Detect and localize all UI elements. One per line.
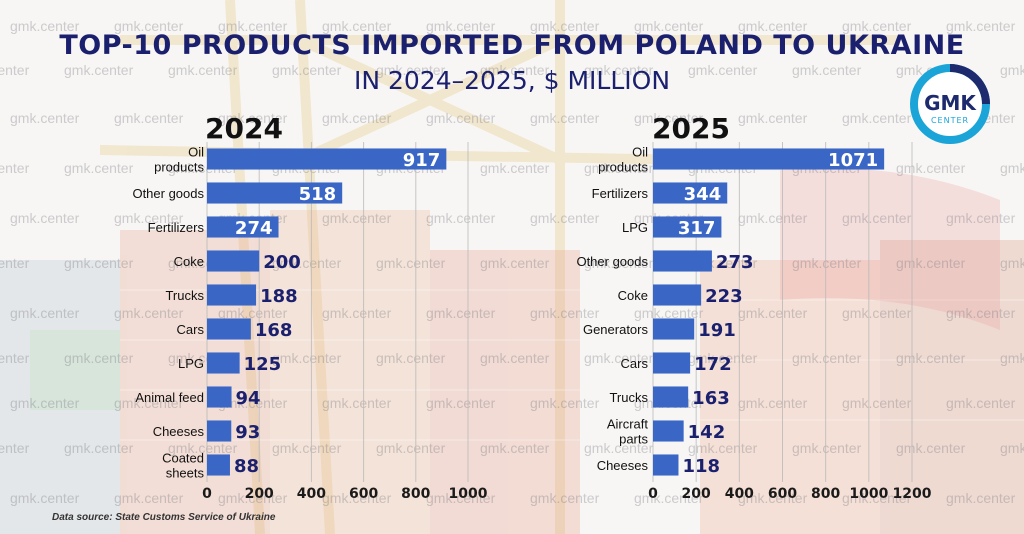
category-label: Animal feed [135, 390, 204, 405]
value-label: 273 [716, 252, 754, 273]
x-tick-label: 1200 [893, 486, 932, 502]
category-label: Coated sheets [162, 451, 204, 481]
value-label: 93 [235, 422, 260, 443]
category-label: Oil products [598, 145, 648, 175]
bar [653, 420, 684, 442]
bar [653, 318, 695, 340]
category-label: Fertilizers [592, 186, 649, 201]
value-label: 191 [698, 320, 736, 341]
bar [207, 250, 260, 272]
value-label: 188 [260, 286, 298, 307]
value-label: 163 [692, 388, 730, 409]
x-tick-label: 0 [648, 486, 658, 502]
category-label: Cheeses [153, 424, 205, 439]
value-label: 118 [682, 456, 720, 477]
value-label: 274 [235, 218, 273, 239]
x-tick-label: 600 [768, 486, 797, 502]
x-tick-label: 200 [245, 486, 274, 502]
category-label: Aircraft parts [607, 417, 649, 447]
logo-text-main: GMK [924, 91, 977, 115]
logo-text-sub: CENTER [931, 116, 969, 125]
bar [653, 216, 722, 238]
panel-title-2024: 2024 [205, 112, 283, 145]
value-label: 142 [688, 422, 726, 443]
bar [207, 182, 343, 204]
category-label: Cars [177, 322, 205, 337]
value-label: 344 [684, 184, 722, 205]
value-label: 1071 [828, 150, 878, 171]
x-tick-label: 1000 [449, 486, 488, 502]
data-source: Data source: State Customs Service of Uk… [52, 512, 276, 523]
category-label: Other goods [576, 254, 648, 269]
bar [653, 250, 712, 272]
category-label: LPG [178, 356, 204, 371]
category-label: Coke [618, 288, 648, 303]
x-tick-label: 800 [811, 486, 840, 502]
bar [207, 420, 232, 442]
category-label: Trucks [165, 288, 204, 303]
bar [207, 148, 447, 170]
category-label: Fertilizers [148, 220, 205, 235]
x-tick-label: 600 [349, 486, 378, 502]
category-label: LPG [622, 220, 648, 235]
bar [207, 386, 232, 408]
chart-subtitle: IN 2024–2025, $ MILLION [353, 66, 671, 95]
value-label: 88 [234, 456, 259, 477]
bar [653, 284, 702, 306]
category-label: Oil products [154, 145, 204, 175]
gmk-center-logo: GMK CENTER [910, 64, 990, 144]
value-label: 94 [236, 388, 261, 409]
bar [207, 454, 230, 476]
bar [207, 352, 240, 374]
category-label: Trucks [609, 390, 648, 405]
value-label: 223 [705, 286, 743, 307]
category-label: Cars [621, 356, 649, 371]
value-label: 172 [694, 354, 732, 375]
category-label: Cheeses [597, 458, 649, 473]
category-label: Generators [583, 322, 649, 337]
value-label: 518 [299, 184, 337, 205]
chart-title: TOP-10 PRODUCTS IMPORTED FROM POLAND TO … [59, 30, 965, 61]
category-label: Other goods [132, 186, 204, 201]
bar [653, 148, 885, 170]
value-label: 200 [263, 252, 301, 273]
x-tick-label: 800 [401, 486, 430, 502]
bar [653, 182, 728, 204]
value-label: 168 [255, 320, 293, 341]
x-tick-label: 400 [297, 486, 326, 502]
value-label: 317 [678, 218, 716, 239]
value-label: 125 [244, 354, 282, 375]
bar [653, 386, 689, 408]
panel-title-2025: 2025 [652, 112, 730, 145]
x-tick-label: 200 [682, 486, 711, 502]
bar [207, 216, 279, 238]
bar [653, 352, 691, 374]
bar [653, 454, 679, 476]
x-tick-label: 1000 [849, 486, 888, 502]
category-label: Coke [174, 254, 204, 269]
x-tick-label: 0 [202, 486, 212, 502]
value-label: 917 [403, 150, 441, 171]
bar [207, 284, 257, 306]
x-tick-label: 400 [725, 486, 754, 502]
bar [207, 318, 251, 340]
